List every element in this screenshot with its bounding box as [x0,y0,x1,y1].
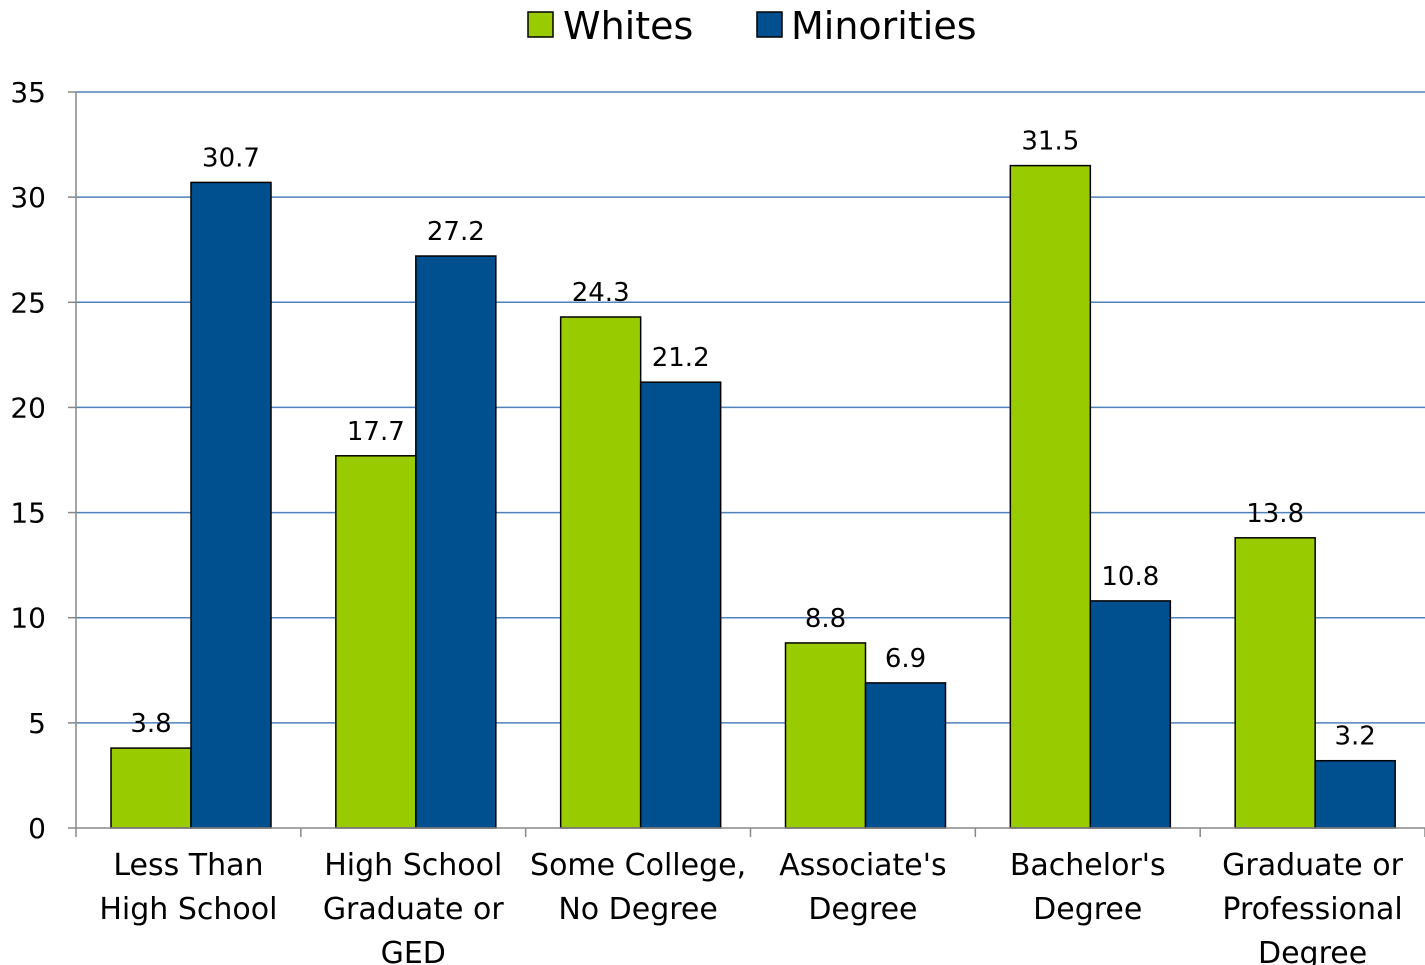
bar-minorities-3 [864,682,947,829]
bar-minorities-4 [1089,600,1172,829]
y-tick-label-15: 15 [10,497,46,530]
y-tick-label-10: 10 [10,602,46,635]
data-label-minorities-4: 10.8 [1101,562,1159,592]
x-category-label-4: Bachelor's Degree [1010,848,1166,927]
data-label-whites-3: 8.8 [805,604,846,634]
legend-label-whites: Whites [563,4,693,48]
x-category-label-0: Less Than High School [99,848,277,927]
bar-whites-0 [110,747,192,829]
x-category-label-1: High School Graduate or GED [323,848,505,965]
data-label-whites-2: 24.3 [572,278,630,308]
x-category-label-5: Graduate or Professional Degree [1222,848,1404,965]
bar-whites-1 [335,455,417,829]
bar-whites-5 [1234,537,1316,829]
bar-minorities-2 [639,381,722,829]
data-label-whites-0: 3.8 [130,709,171,739]
bar-whites-3 [784,642,867,829]
data-label-minorities-5: 3.2 [1334,722,1375,752]
y-tick-label-20: 20 [10,391,46,424]
data-label-minorities-1: 27.2 [427,217,485,247]
y-axis: 0 5 10 15 20 25 30 35 [10,76,77,845]
legend-swatch-whites [527,11,554,38]
y-tick-label-5: 5 [28,707,46,740]
bar-whites-4 [1009,164,1092,829]
y-tick-label-0: 0 [28,812,46,845]
data-label-minorities-0: 30.7 [202,143,260,173]
y-tick-label-25: 25 [10,286,46,319]
y-tick-label-30: 30 [10,181,46,214]
bars [110,164,1396,829]
x-axis: Less Than High School High School Graduate … [75,827,1425,965]
data-label-minorities-3: 6.9 [885,644,926,674]
x-category-label-2: Some College, No Degree [530,848,746,927]
data-label-minorities-2: 21.2 [652,343,710,373]
y-tick-label-35: 35 [10,76,46,109]
bar-whites-2 [559,316,642,829]
legend-label-minorities: Minorities [791,4,977,48]
data-label-whites-4: 31.5 [1021,127,1079,157]
data-label-whites-1: 17.7 [347,417,405,447]
data-label-whites-5: 13.8 [1246,499,1304,529]
gridlines [76,91,1425,724]
bar-minorities-0 [190,181,272,829]
x-category-label-3: Associate's Degree [779,848,946,927]
bar-minorities-5 [1314,759,1396,829]
data-labels: 3.8 30.7 17.7 27.2 24.3 21.2 8.8 6.9 31.5 10.8 13.… [130,127,1376,752]
bar-minorities-1 [415,255,497,829]
legend-swatch-minorities [756,11,783,38]
legend: Whites Minorities [527,4,977,48]
